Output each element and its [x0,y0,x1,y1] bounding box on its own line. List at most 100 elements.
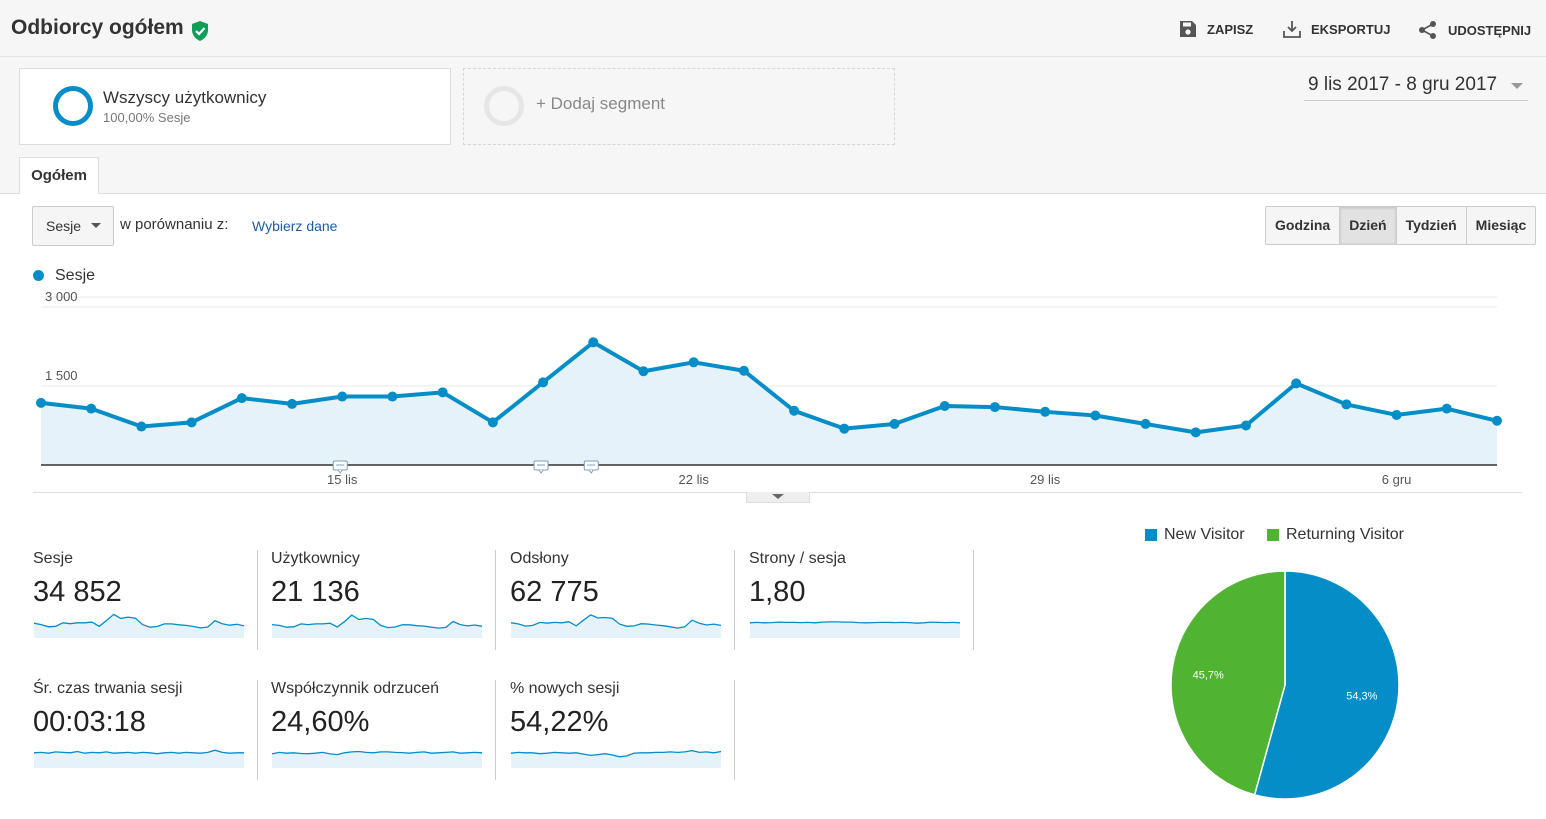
data-point[interactable] [1140,418,1151,429]
sparkline-line [271,750,483,756]
scorecard-label: % nowych sesji [510,680,620,697]
segment-card-all-users[interactable]: Wszyscy użytkownicy 100,00% Sesje [19,68,451,145]
data-point[interactable] [1341,399,1352,410]
data-point[interactable] [789,405,800,416]
sparkline-area [34,614,244,638]
data-point[interactable] [738,365,749,376]
pie-slice[interactable] [1253,570,1400,800]
data-point[interactable] [1391,409,1402,420]
scorecard-label: Współczynnik odrzuceń [271,680,440,697]
annotation-icon[interactable] [583,460,599,474]
legend-label-returning: Returning Visitor [1286,526,1404,543]
date-range-picker[interactable]: 9 lis 2017 - 8 gru 2017 [1304,72,1528,101]
pie-legend-returning: Returning Visitor [1267,526,1404,544]
data-point[interactable] [989,402,1000,413]
scorecard-value: 54,22% [510,706,609,738]
scorecard-label: Użytkownicy [271,550,360,567]
sparkline [271,750,483,768]
data-point[interactable] [1040,406,1051,417]
data-point[interactable] [889,418,900,429]
data-point[interactable] [387,391,398,402]
sparkline [510,749,722,768]
scorecard-label: Strony / sesja [749,550,846,567]
share-label: UDOSTĘPNIJ [1448,22,1532,38]
data-point[interactable] [1492,415,1502,426]
add-segment-button[interactable]: + Dodaj segment [463,68,895,145]
data-point[interactable] [136,421,147,432]
sparkline [33,613,245,638]
segment-share: 100,00% Sesje [103,110,191,125]
data-point[interactable] [337,391,348,402]
data-point[interactable] [638,366,649,377]
scorecard[interactable]: Użytkownicy 21 136 [271,550,496,650]
save-icon [1180,21,1196,37]
x-tick-label: 6 gru [1382,472,1412,487]
sparkline [271,614,483,638]
compare-metric-link[interactable]: Wybierz dane [252,218,338,234]
legend-marker-sesje [33,270,44,281]
granularity-month-button[interactable]: Miesiąc [1465,207,1536,244]
data-point[interactable] [588,337,599,348]
sparkline-area [511,614,721,638]
sparkline [749,621,961,638]
data-point[interactable] [939,401,950,412]
y-tick-label: 1 500 [45,368,78,383]
sparkline-area [511,750,721,768]
sparkline-area [750,621,960,638]
sparkline [510,614,722,638]
scorecard[interactable]: Sesje 34 852 [33,550,258,650]
sparkline-line [510,614,722,629]
pie-slice[interactable] [1170,570,1286,796]
granularity-hour-button[interactable]: Godzina [1275,217,1331,233]
data-point[interactable] [1291,378,1302,389]
scorecard-value: 1,80 [749,576,806,608]
data-point[interactable] [86,403,97,414]
scorecard-value: 21 136 [271,576,360,608]
y-tick-label: 3 000 [45,290,78,304]
share-icon [1419,21,1436,39]
save-button[interactable]: ZAPISZ [1179,20,1253,38]
empty-segment-ring-icon [484,86,524,126]
date-range-label: 9 lis 2017 - 8 gru 2017 [1308,74,1498,95]
metric-selector[interactable]: Sesje [32,206,114,246]
data-point[interactable] [36,397,46,408]
legend-swatch-returning [1267,529,1279,541]
scorecard[interactable]: Strony / sesja 1,80 [749,550,974,650]
annotation-icon[interactable] [533,460,549,474]
data-point[interactable] [1090,410,1101,421]
sparkline-line [749,621,961,624]
scorecard[interactable]: Odsłony 62 775 [510,550,735,650]
legend-swatch-new [1145,529,1157,541]
scorecard[interactable]: Śr. czas trwania sesji 00:03:18 [33,680,258,780]
sparkline-area [272,751,482,768]
data-point[interactable] [487,417,498,428]
sparkline [33,749,244,768]
granularity-day-button[interactable]: Dzień [1339,207,1396,244]
data-point[interactable] [688,357,699,368]
data-point[interactable] [287,398,298,409]
data-point[interactable] [839,423,850,434]
segment-ring-icon [53,86,93,126]
scorecard-label: Śr. czas trwania sesji [33,680,183,697]
data-point[interactable] [538,377,549,388]
top-bar: Odbiorcy ogółem ZAPISZ EKSPORTUJ UDOSTĘP… [0,0,1546,57]
x-tick-label: 22 lis [679,472,710,487]
scorecard[interactable]: % nowych sesji 54,22% [510,680,735,780]
scorecard[interactable]: Współczynnik odrzuceń 24,60% [271,680,496,780]
data-point[interactable] [1190,427,1201,438]
data-point[interactable] [437,387,448,398]
export-button[interactable]: EKSPORTUJ [1283,20,1390,38]
pie-slice-label: 45,7% [1193,670,1224,682]
data-point[interactable] [236,393,247,404]
annotation-icon[interactable] [332,460,348,474]
tab-overview[interactable]: Ogółem [19,157,99,194]
data-point[interactable] [186,417,197,428]
data-point[interactable] [1240,420,1251,431]
share-button[interactable]: UDOSTĘPNIJ [1418,20,1531,40]
export-label: EKSPORTUJ [1311,21,1391,37]
chevron-down-icon [772,494,784,499]
page-title: Odbiorcy ogółem [11,16,184,39]
collapse-chart-toggle[interactable] [746,492,810,503]
data-point[interactable] [1441,403,1452,414]
granularity-week-button[interactable]: Tydzień [1395,207,1466,244]
